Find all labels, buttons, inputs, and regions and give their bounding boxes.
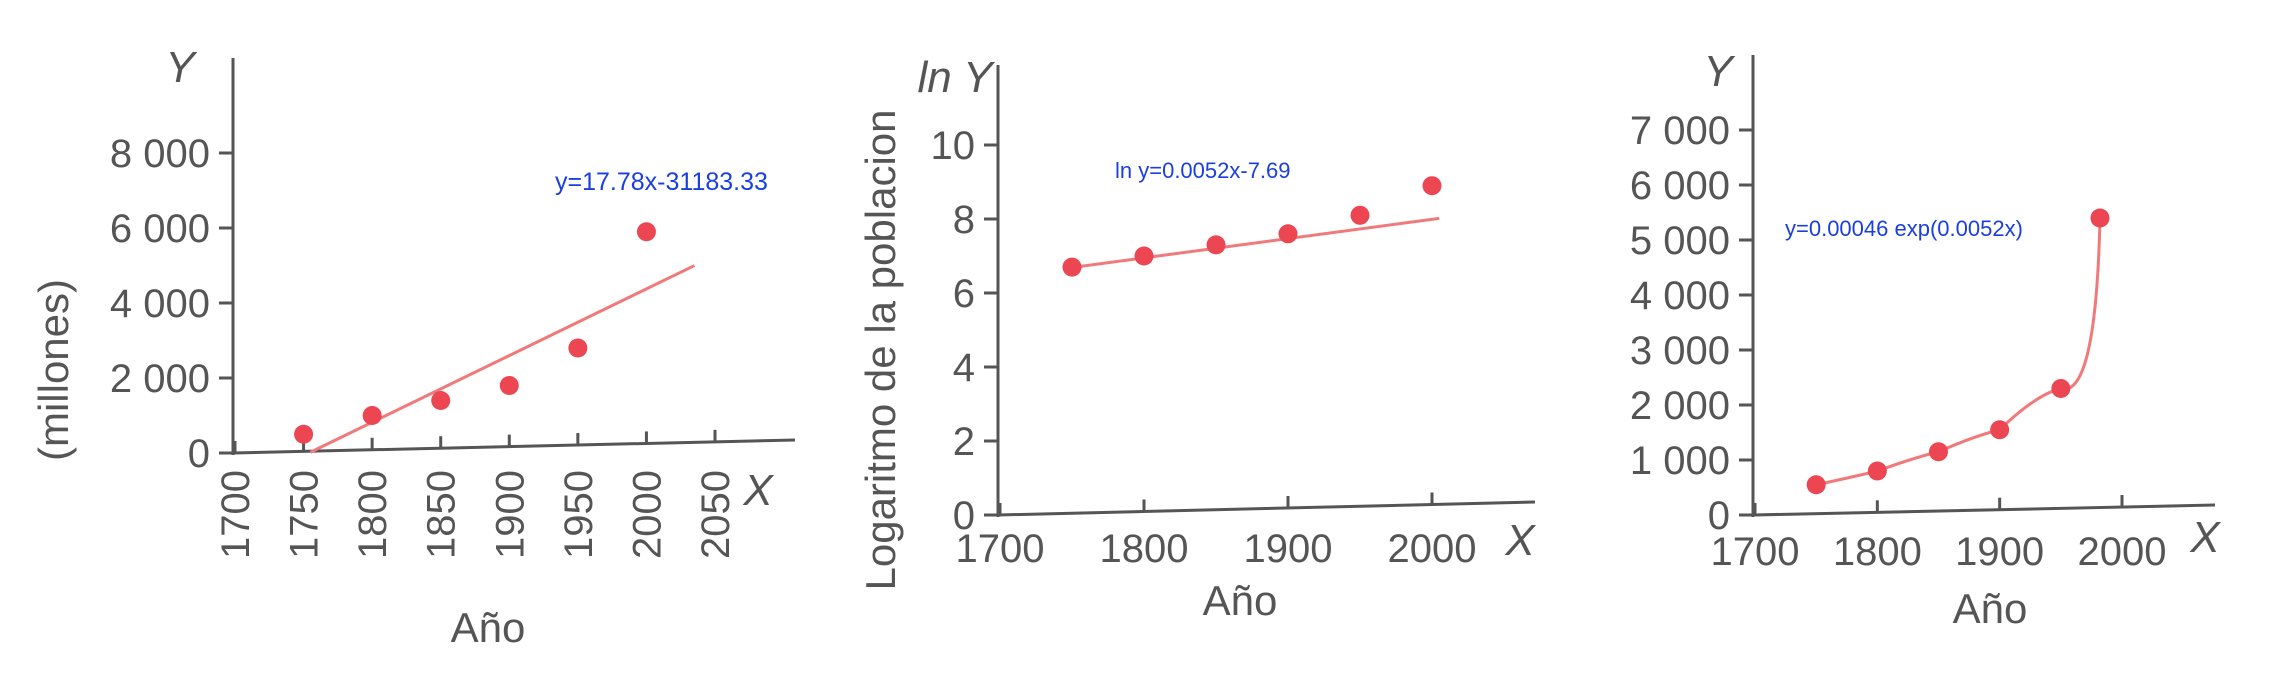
- y-tick-label: 7 000: [1630, 109, 1730, 153]
- y-tick-label: 8: [953, 198, 975, 242]
- x-tick-label: 1700: [956, 527, 1045, 571]
- x-tick-label: 1700: [1711, 530, 1800, 574]
- data-point: [1806, 475, 1826, 495]
- fit-line: [1071, 216, 1440, 269]
- equation-annotation: y=17.78x-31183.33: [555, 168, 768, 196]
- fit-curve: [1815, 217, 2102, 487]
- y-tick-label: 3 000: [1630, 329, 1730, 373]
- x-tick-label: 2000: [1388, 527, 1477, 571]
- x-axis-label: Año: [1203, 577, 1278, 624]
- y-tick-label: 2: [953, 420, 975, 464]
- equation-annotation: y=0.00046 exp(0.0052x): [1785, 216, 2023, 241]
- y-tick-label: 0: [953, 494, 975, 538]
- x-axis-line: [997, 500, 1536, 517]
- y-axis-letter: ln Y: [917, 53, 995, 102]
- x-axis-line: [232, 438, 796, 455]
- x-axis-letter: X: [2189, 513, 2221, 562]
- x-axis-letter: X: [742, 466, 774, 515]
- y-tick-label: 6 000: [1630, 164, 1730, 208]
- y-tick-label: 4: [953, 346, 975, 390]
- x-tick-label: 2000: [625, 470, 669, 559]
- y-axis-letter: Y: [165, 43, 197, 92]
- y-axis-label: (millones): [30, 279, 77, 461]
- y-tick-label: 6: [953, 272, 975, 316]
- x-tick-label: 1750: [283, 470, 327, 559]
- data-point: [431, 391, 451, 410]
- x-tick-label: 1800: [1100, 527, 1189, 571]
- y-tick-label: 0: [188, 432, 210, 476]
- y-tick-label: 2 000: [110, 357, 210, 401]
- data-point: [1278, 224, 1298, 244]
- x-tick-label: 1900: [1955, 530, 2044, 574]
- data-point: [2090, 208, 2110, 228]
- data-point: [362, 406, 382, 425]
- x-tick-label: 1950: [557, 470, 601, 559]
- x-tick-label: 1800: [1833, 530, 1922, 574]
- x-tick-label: 2000: [2078, 530, 2167, 574]
- y-tick-label: 4 000: [110, 282, 210, 326]
- y-axis-label: Logaritmo de la poblacion: [857, 110, 904, 591]
- chart-2: 0 2 4 6 8 10 1700 1800 1900 2000 ln Y X Año Logaritmo…: [857, 53, 1536, 624]
- y-tick-label: 5 000: [1630, 219, 1730, 263]
- y-axis-letter: Y: [1703, 47, 1735, 96]
- y-tick-label: 10: [931, 124, 976, 168]
- x-axis-label: Año: [451, 604, 526, 651]
- data-point: [1422, 176, 1442, 196]
- chart-1: 0 2 000 4 000 6 000 8 000 1700 1750 1800 1850 190…: [30, 43, 796, 651]
- x-tick-label: 1800: [351, 470, 395, 559]
- y-tick-label: 0: [1708, 494, 1730, 538]
- x-axis-label: Año: [1953, 585, 2028, 632]
- x-axis-letter: X: [1504, 516, 1536, 565]
- x-tick-label: 1700: [214, 470, 258, 559]
- x-tick-label: 2050: [694, 470, 738, 559]
- y-tick-label: 8 000: [110, 132, 210, 176]
- data-point: [1867, 461, 1887, 481]
- data-point: [1929, 442, 1948, 462]
- data-point: [1134, 246, 1154, 266]
- data-point: [636, 222, 656, 242]
- x-tick-label: 1900: [488, 470, 532, 559]
- x-tick-label: 1900: [1244, 527, 1333, 571]
- chart-3: 0 1 000 2 000 3 000 4 000 5 000 6 000 7 000 1700…: [1630, 47, 2221, 632]
- data-point: [294, 424, 314, 444]
- y-tick-label: 4 000: [1630, 274, 1730, 318]
- data-point: [2051, 379, 2071, 398]
- x-tick-label: 1850: [420, 470, 464, 559]
- fit-line: [309, 264, 696, 454]
- data-point: [568, 338, 588, 358]
- data-point: [1350, 205, 1370, 225]
- data-point: [1206, 235, 1226, 255]
- y-tick-label: 1 000: [1630, 439, 1730, 483]
- data-point: [499, 376, 519, 395]
- y-tick-label: 6 000: [110, 207, 210, 251]
- data-point: [1062, 257, 1082, 277]
- y-tick-label: 2 000: [1630, 384, 1730, 428]
- data-point: [1990, 420, 2010, 440]
- equation-annotation: ln y=0.0052x-7.69: [1115, 158, 1291, 183]
- x-axis-line: [1752, 503, 2216, 517]
